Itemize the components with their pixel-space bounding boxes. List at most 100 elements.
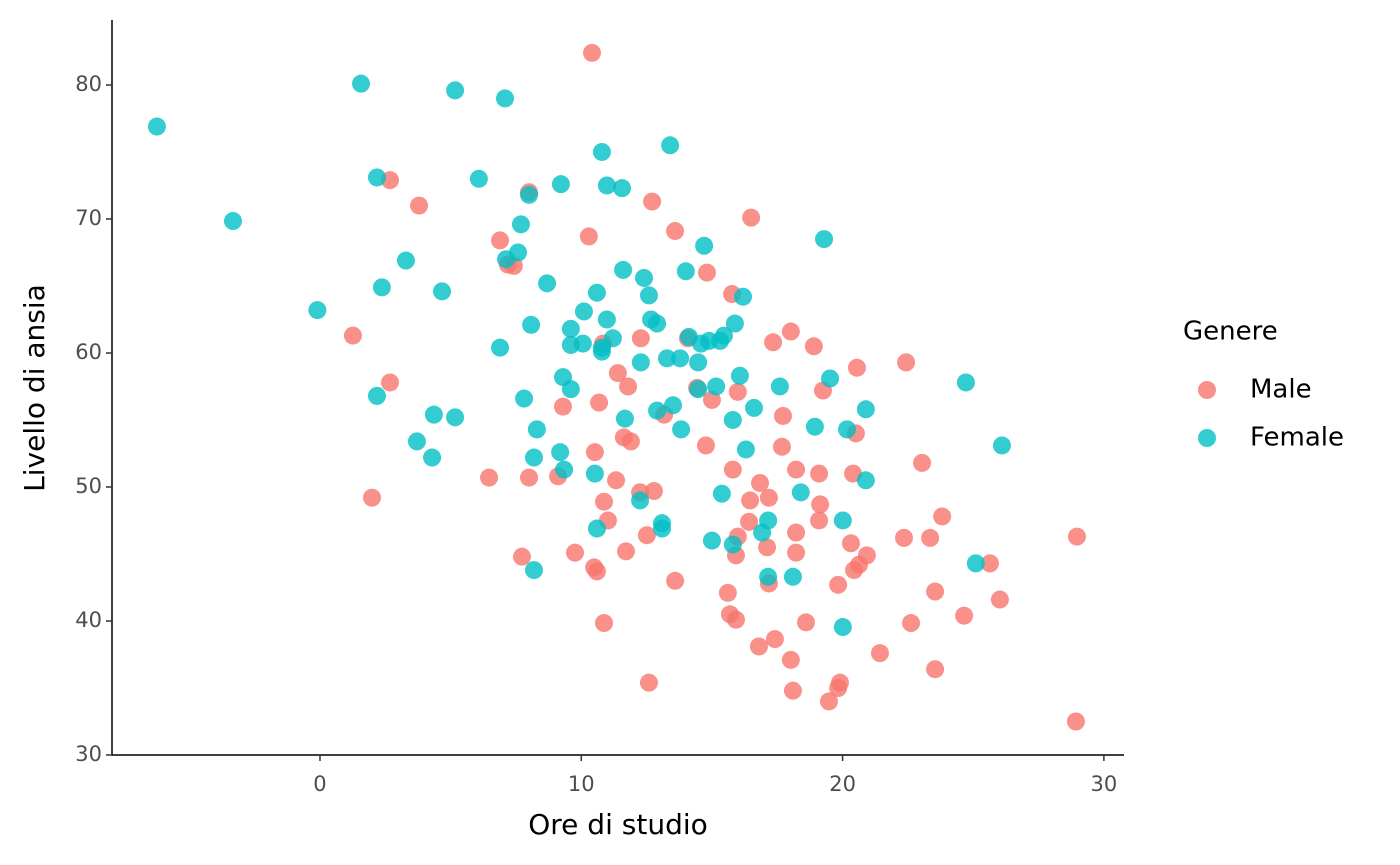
point xyxy=(639,673,658,692)
point xyxy=(603,329,622,348)
point xyxy=(726,610,745,629)
point xyxy=(730,366,749,385)
point xyxy=(566,543,585,562)
point xyxy=(608,364,627,383)
point xyxy=(595,492,614,511)
point xyxy=(396,251,415,270)
point xyxy=(783,567,802,586)
legend-title: Genere xyxy=(1183,317,1278,347)
point xyxy=(894,528,913,547)
point xyxy=(446,408,465,427)
point xyxy=(759,488,778,507)
point xyxy=(538,274,557,293)
point xyxy=(696,436,715,455)
point xyxy=(787,543,806,562)
point xyxy=(446,81,465,100)
point xyxy=(352,74,371,93)
point xyxy=(495,89,514,108)
point xyxy=(856,471,875,490)
point xyxy=(695,236,714,255)
point xyxy=(362,488,381,507)
point xyxy=(583,43,602,62)
point xyxy=(515,389,534,408)
point xyxy=(648,314,667,333)
point xyxy=(764,333,783,352)
point xyxy=(587,519,606,538)
point xyxy=(689,380,708,399)
point xyxy=(723,535,742,554)
point xyxy=(833,618,852,637)
point xyxy=(758,538,777,557)
point xyxy=(634,268,653,287)
point xyxy=(561,380,580,399)
point xyxy=(661,136,680,155)
legend-marker xyxy=(1198,429,1216,447)
point xyxy=(480,468,499,487)
point xyxy=(671,349,690,368)
point xyxy=(707,377,726,396)
point xyxy=(759,511,778,530)
point xyxy=(595,614,614,633)
point xyxy=(870,644,889,663)
legend-label: Male xyxy=(1250,375,1312,405)
y-axis-title: Livello di ansia xyxy=(18,284,51,492)
point xyxy=(966,554,985,573)
point xyxy=(615,409,634,428)
point xyxy=(524,448,543,467)
point xyxy=(308,301,327,320)
y-tick-label: 40 xyxy=(75,608,102,632)
point xyxy=(1066,712,1085,731)
point xyxy=(956,373,975,392)
point xyxy=(804,337,823,356)
point xyxy=(648,401,667,420)
point xyxy=(955,606,974,625)
point xyxy=(774,406,793,425)
point xyxy=(666,222,685,241)
point xyxy=(631,353,650,372)
point xyxy=(512,547,531,566)
point xyxy=(857,546,876,565)
point xyxy=(714,326,733,345)
point xyxy=(561,319,580,338)
point xyxy=(797,613,816,632)
point xyxy=(745,398,764,417)
point xyxy=(607,471,626,490)
point xyxy=(819,692,838,711)
point xyxy=(821,369,840,388)
point xyxy=(527,420,546,439)
point xyxy=(592,142,611,161)
point xyxy=(555,460,574,479)
point xyxy=(921,528,940,547)
point xyxy=(372,278,391,297)
point xyxy=(585,464,604,483)
point xyxy=(676,262,695,281)
point xyxy=(736,440,755,459)
point xyxy=(551,443,570,462)
point xyxy=(833,511,852,530)
point xyxy=(637,526,656,545)
x-tick-label: 20 xyxy=(829,772,856,796)
y-tick-label: 70 xyxy=(75,206,102,230)
point xyxy=(725,314,744,333)
point xyxy=(810,511,829,530)
point xyxy=(592,342,611,361)
y-tick-label: 30 xyxy=(75,742,102,766)
point xyxy=(613,179,632,198)
point xyxy=(902,614,921,633)
point xyxy=(597,176,616,195)
point xyxy=(791,483,810,502)
point xyxy=(697,263,716,282)
point xyxy=(433,282,452,301)
point xyxy=(147,117,166,136)
point xyxy=(702,531,721,550)
point xyxy=(841,534,860,553)
point xyxy=(597,310,616,329)
point xyxy=(740,512,759,531)
point xyxy=(585,443,604,462)
point xyxy=(524,561,543,580)
point xyxy=(631,329,650,348)
point xyxy=(616,542,635,561)
point xyxy=(990,590,1009,609)
point xyxy=(343,326,362,345)
point xyxy=(1067,527,1086,546)
